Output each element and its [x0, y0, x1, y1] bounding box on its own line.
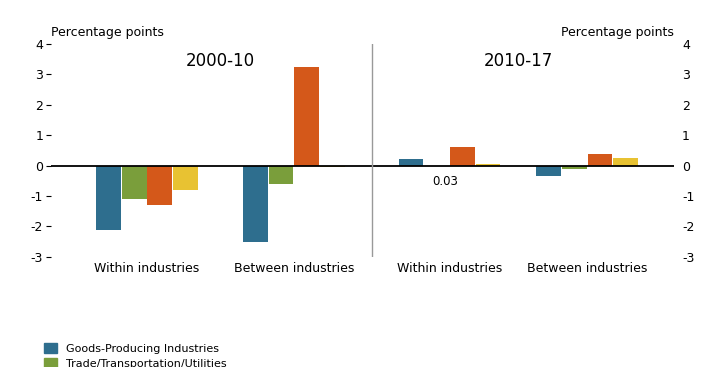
- Bar: [587, 153, 613, 166]
- Bar: [562, 166, 587, 169]
- Text: Percentage points: Percentage points: [561, 26, 674, 39]
- Legend: Goods-Producing Industries, Trade/Transportation/Utilities, Professional & Busin: Goods-Producing Industries, Trade/Transp…: [44, 344, 518, 367]
- Text: 2000-10: 2000-10: [186, 52, 255, 70]
- Text: 2010-17: 2010-17: [484, 52, 553, 70]
- Bar: [613, 158, 638, 166]
- Text: Percentage points: Percentage points: [51, 26, 164, 39]
- Bar: [450, 148, 475, 166]
- Bar: [268, 166, 294, 184]
- Bar: [243, 166, 268, 242]
- Bar: [173, 166, 198, 190]
- Bar: [147, 166, 173, 205]
- Bar: [122, 166, 146, 199]
- Bar: [96, 166, 121, 229]
- Text: 0.03: 0.03: [432, 175, 458, 188]
- Bar: [294, 67, 319, 166]
- Bar: [320, 166, 344, 167]
- Bar: [536, 166, 561, 176]
- Bar: [399, 159, 423, 166]
- Bar: [476, 164, 500, 166]
